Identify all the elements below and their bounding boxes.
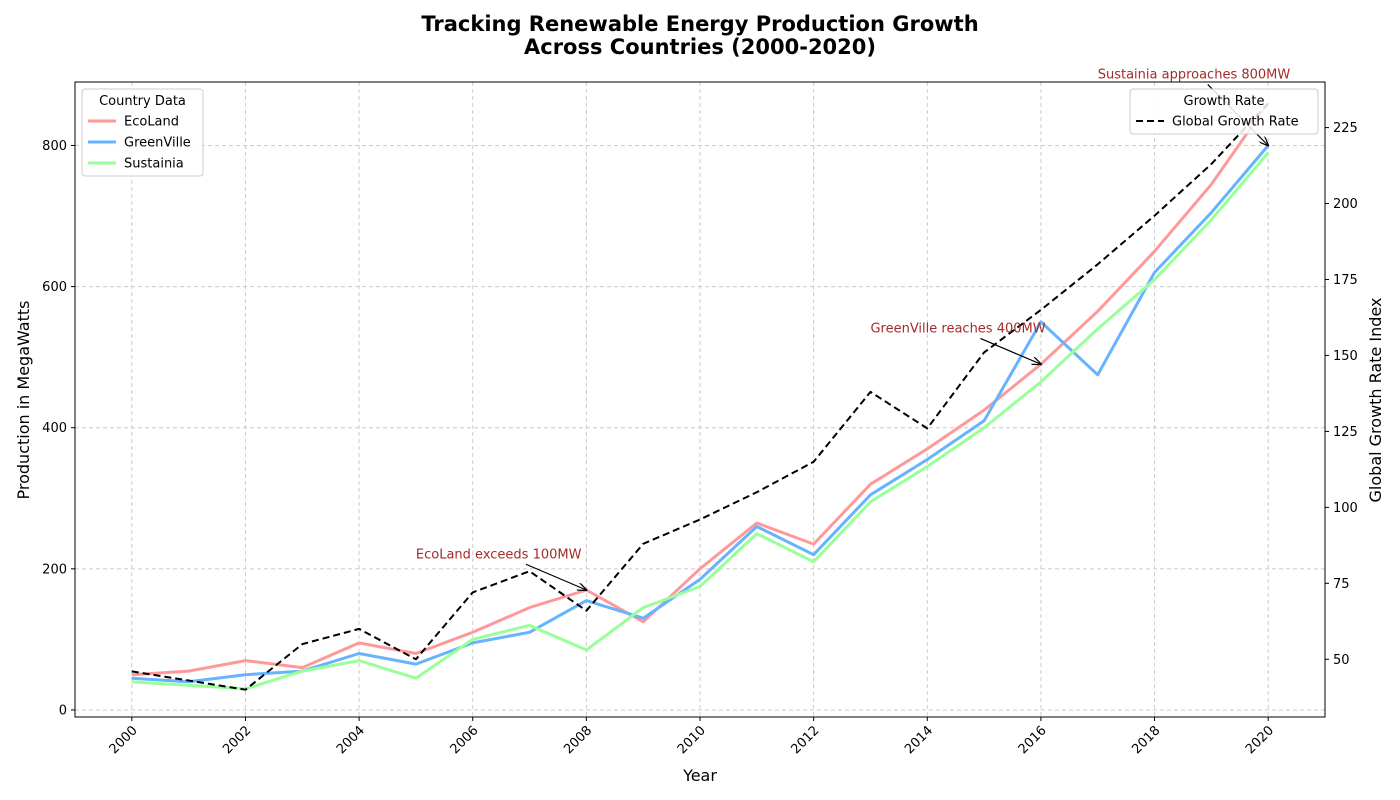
y-tick-label: 400 <box>42 421 67 436</box>
legend-title: Country Data <box>99 94 186 109</box>
annotation-arrow <box>980 337 1040 364</box>
y-axis-label: Production in MegaWatts <box>14 301 33 500</box>
y2-tick-label: 50 <box>1333 653 1350 668</box>
legend-growth-rate: Growth Rate Global Growth Rate <box>1129 88 1319 135</box>
y2-tick-label: 150 <box>1333 349 1358 364</box>
series-line-ecoland <box>131 102 1270 677</box>
x-tick-label: 2004 <box>334 723 368 757</box>
legends: Country Data EcoLand GreenVille Sustainia Gr… <box>81 88 1319 177</box>
annotation-arrow <box>525 563 586 590</box>
x-tick-label: 2008 <box>561 723 595 757</box>
grid <box>75 82 1325 717</box>
y2-tick-label: 175 <box>1333 273 1358 288</box>
series-line-sustainia <box>131 151 1270 691</box>
chart-title: Tracking Renewable Energy Production Gro… <box>421 12 978 59</box>
x-tick-label: 2012 <box>788 723 822 757</box>
x-axis-label: Year <box>682 766 717 785</box>
annotations: EcoLand exceeds 100MW GreenVille reaches … <box>416 67 1290 590</box>
x-tick-label: 2010 <box>675 723 709 757</box>
y-tick-label: 200 <box>42 562 67 577</box>
x-tick-label: 2014 <box>902 723 936 757</box>
y2-tick-label: 125 <box>1333 425 1358 440</box>
y2-tick-label: 100 <box>1333 501 1358 516</box>
x-tick-label: 2020 <box>1243 723 1277 757</box>
y-tick-label: 600 <box>42 280 67 295</box>
legend-label: Sustainia <box>124 157 184 172</box>
legend-title: Growth Rate <box>1184 94 1265 109</box>
legend-label: GreenVille <box>124 136 191 151</box>
x-tick-label: 2018 <box>1129 723 1163 757</box>
y-tick-label: 0 <box>59 703 67 718</box>
series-line-global-growth-rate <box>131 102 1269 691</box>
series-line-greenville <box>131 144 1270 684</box>
chart-title-line-1: Tracking Renewable Energy Production Gro… <box>421 12 978 36</box>
y2-axis-label: Global Growth Rate Index <box>1366 298 1385 503</box>
x-tick-label: 2002 <box>220 723 254 757</box>
legend-box <box>81 88 204 177</box>
x-tick-label: 2000 <box>107 723 141 757</box>
annotation-text: Sustainia approaches 800MW <box>1098 67 1291 82</box>
y2-tick-label: 200 <box>1333 197 1358 212</box>
annotation-text: GreenVille reaches 400MW <box>870 321 1045 336</box>
series-lines <box>131 102 1270 691</box>
y2-tick-label: 225 <box>1333 121 1358 136</box>
x-tick-label: 2006 <box>448 723 482 757</box>
chart-title-line-2: Across Countries (2000-2020) <box>524 35 876 59</box>
legend-country-data: Country Data EcoLand GreenVille Sustainia <box>81 88 204 177</box>
annotation-text: EcoLand exceeds 100MW <box>416 547 582 562</box>
y2-tick-label: 75 <box>1333 577 1350 592</box>
legend-label: Global Growth Rate <box>1172 115 1299 130</box>
legend-box <box>1129 88 1319 135</box>
legend-label: EcoLand <box>124 115 179 130</box>
x-tick-label: 2016 <box>1016 723 1050 757</box>
y-tick-label: 800 <box>42 139 67 154</box>
